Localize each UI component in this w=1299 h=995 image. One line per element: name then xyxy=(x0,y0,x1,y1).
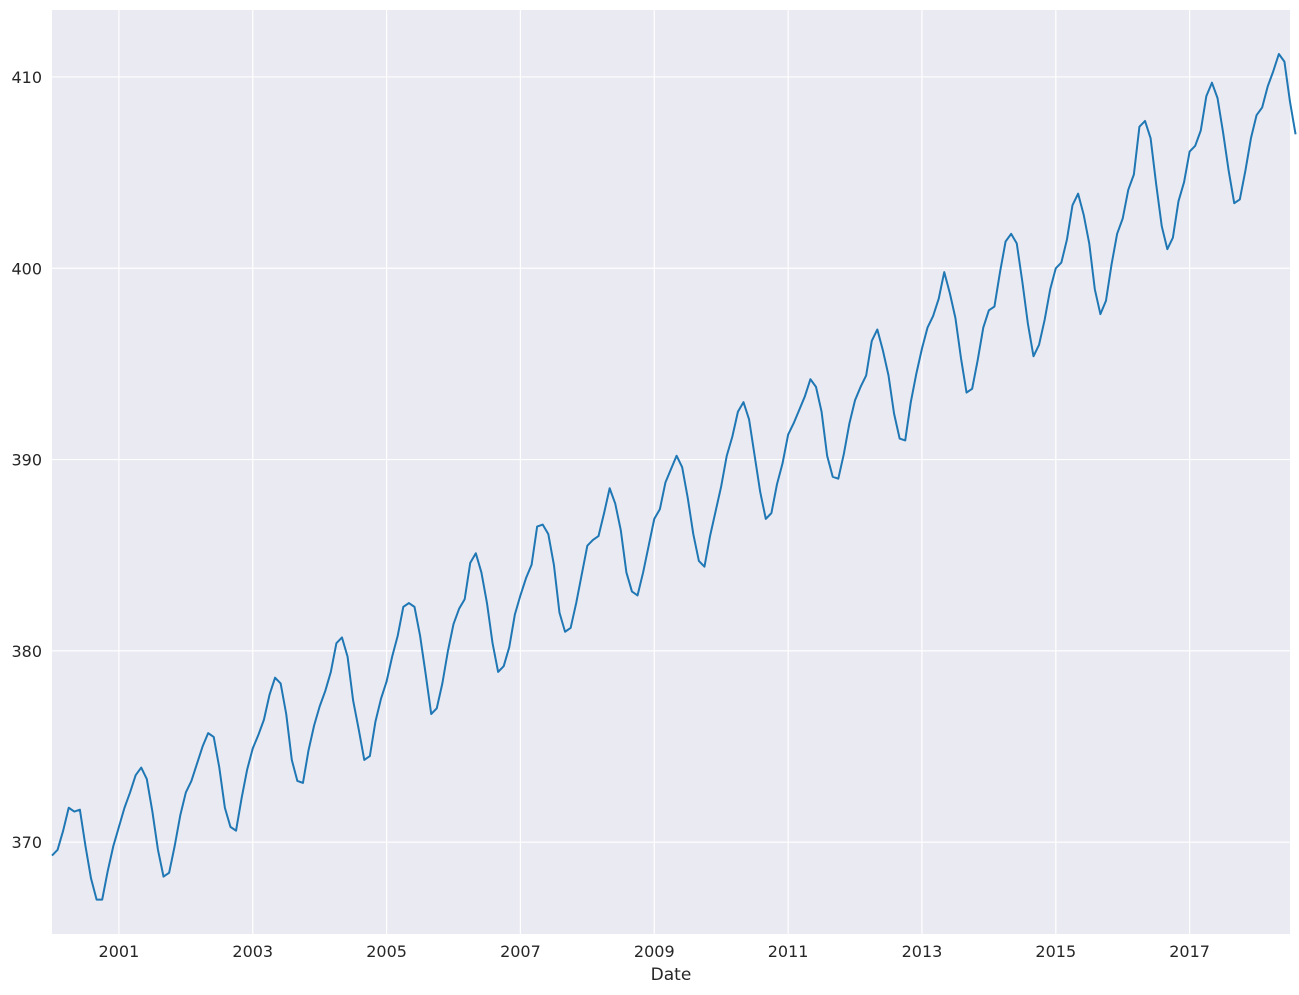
y-axis-ticks: 370 380 390 400 410 xyxy=(11,68,42,852)
x-tick-label: 2001 xyxy=(99,942,140,961)
x-axis-title: Date xyxy=(651,965,692,985)
x-tick-label: 2011 xyxy=(768,942,809,961)
x-axis-ticks: 2001 2003 2005 2007 2009 2011 2013 2015 2017 xyxy=(99,942,1210,961)
plot-area xyxy=(52,10,1290,934)
y-tick-label: 390 xyxy=(11,451,42,470)
y-tick-label: 410 xyxy=(11,68,42,87)
x-tick-label: 2013 xyxy=(902,942,943,961)
series-layer xyxy=(51,53,1297,901)
series-line-0 xyxy=(51,53,1297,901)
y-tick-label: 400 xyxy=(11,259,42,278)
x-tick-label: 2017 xyxy=(1169,942,1210,961)
y-tick-label: 370 xyxy=(11,833,42,852)
x-tick-label: 2005 xyxy=(366,942,407,961)
x-tick-label: 2007 xyxy=(500,942,541,961)
gridlines xyxy=(52,10,1290,934)
y-tick-label: 380 xyxy=(11,642,42,661)
x-tick-label: 2003 xyxy=(232,942,273,961)
x-tick-label: 2009 xyxy=(634,942,675,961)
x-tick-label: 2015 xyxy=(1035,942,1076,961)
